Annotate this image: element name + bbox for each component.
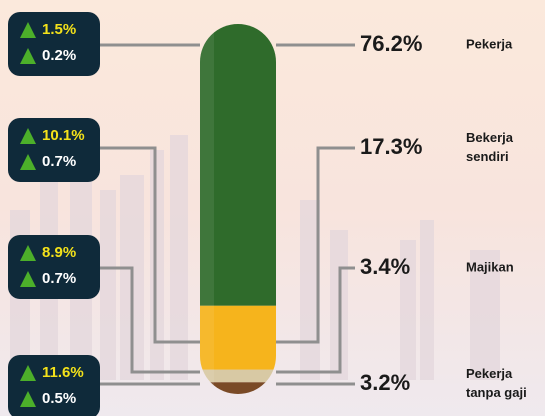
connector: [276, 146, 355, 344]
value-label: 3.4%: [360, 254, 410, 279]
category-label: Majikan: [466, 259, 514, 274]
change-label: 1.5%: [42, 21, 76, 38]
up-arrow: [20, 391, 36, 407]
category-label: Bekerja sendiri: [466, 130, 514, 164]
change-label: 0.7%: [42, 153, 76, 170]
highlight: [200, 24, 214, 394]
change-label: 11.6%: [42, 364, 84, 381]
connectors: [100, 43, 355, 386]
connector: [100, 266, 200, 374]
capsule-bar: [200, 24, 276, 394]
up-arrow: [20, 22, 36, 38]
connector: [100, 146, 200, 344]
value-label: 3.2%: [360, 370, 410, 395]
up-arrow: [20, 271, 36, 287]
up-arrow: [20, 154, 36, 170]
change-label: 0.2%: [42, 47, 76, 64]
bar-segment: [200, 24, 276, 306]
category-label: Pekerja tanpa gaji: [466, 366, 527, 400]
up-arrow: [20, 128, 36, 144]
up-arrow: [20, 365, 36, 381]
up-arrow: [20, 48, 36, 64]
change-label: 10.1%: [42, 127, 85, 144]
change-label: 0.7%: [42, 270, 76, 287]
connector: [276, 266, 355, 374]
change-label: 0.5%: [42, 390, 76, 407]
value-label: 17.3%: [360, 134, 422, 159]
category-label: Pekerja: [466, 36, 513, 51]
bar-segment: [200, 305, 276, 370]
bar-segment: [200, 382, 276, 394]
up-arrow: [20, 245, 36, 261]
change-label: 8.9%: [42, 244, 76, 261]
value-label: 76.2%: [360, 31, 422, 56]
bar-segment: [200, 369, 276, 383]
